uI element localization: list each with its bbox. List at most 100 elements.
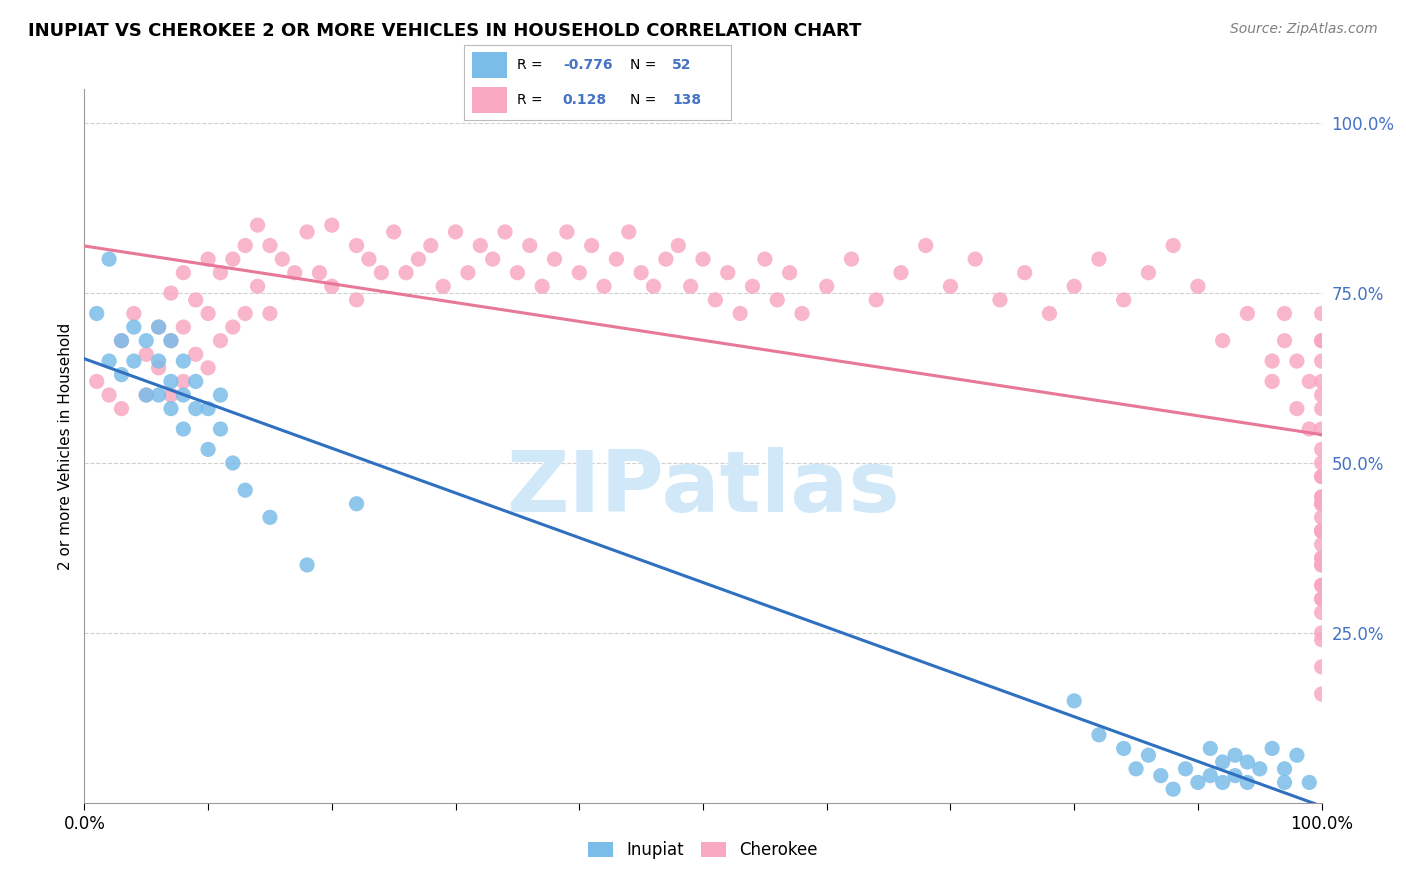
Point (666, 238, 689, 252)
Point (1310, 591, 1333, 606)
Point (184, 375, 207, 389)
Point (172, 354, 194, 368)
Point (1310, 354, 1333, 368)
Point (135, 347, 157, 361)
Point (704, 293, 727, 307)
Text: 0.128: 0.128 (562, 93, 607, 107)
Point (1310, 334, 1333, 348)
Point (1310, 551, 1333, 566)
Point (1285, 401, 1308, 416)
Point (1212, 334, 1234, 348)
Point (1310, 578, 1333, 592)
Point (135, 334, 157, 348)
Point (531, 279, 554, 293)
Point (1063, 279, 1085, 293)
Point (1310, 524, 1333, 538)
Point (1212, 755, 1234, 769)
Point (233, 306, 256, 320)
Point (222, 320, 245, 334)
Point (655, 252, 678, 266)
Point (98, 354, 121, 368)
Point (965, 252, 987, 266)
Point (1261, 741, 1284, 756)
Text: R =: R = (517, 93, 543, 107)
Point (172, 388, 194, 402)
Point (1310, 442, 1333, 457)
Point (506, 266, 529, 280)
Point (1310, 558, 1333, 572)
Point (1161, 238, 1184, 252)
Point (1310, 490, 1333, 504)
Point (1063, 694, 1085, 708)
Point (1298, 775, 1320, 789)
Point (1161, 782, 1184, 797)
Point (184, 347, 207, 361)
Point (197, 360, 219, 375)
Point (233, 238, 256, 252)
Point (172, 422, 194, 436)
Point (1310, 334, 1333, 348)
Point (408, 252, 430, 266)
Point (741, 279, 763, 293)
Point (815, 279, 838, 293)
Point (1285, 354, 1308, 368)
Point (160, 334, 183, 348)
Point (1310, 388, 1333, 402)
Point (1285, 748, 1308, 763)
Point (197, 306, 219, 320)
Point (135, 388, 157, 402)
Point (1249, 762, 1271, 776)
Point (321, 279, 343, 293)
Point (1261, 354, 1284, 368)
Point (1088, 728, 1111, 742)
Point (1310, 660, 1333, 674)
Point (1310, 558, 1333, 572)
Point (519, 238, 541, 252)
Point (308, 266, 330, 280)
Point (1310, 551, 1333, 566)
Point (1274, 334, 1296, 348)
Point (160, 401, 183, 416)
Point (172, 375, 194, 389)
Point (679, 279, 702, 293)
Point (1310, 497, 1333, 511)
Y-axis label: 2 or more Vehicles in Household: 2 or more Vehicles in Household (58, 322, 73, 570)
Point (1236, 755, 1258, 769)
Point (1199, 741, 1222, 756)
Point (865, 293, 887, 307)
Point (197, 401, 219, 416)
Point (1236, 306, 1258, 320)
Point (692, 252, 714, 266)
Point (148, 320, 170, 334)
Point (259, 238, 281, 252)
Point (148, 388, 170, 402)
Point (1298, 375, 1320, 389)
Point (779, 266, 801, 280)
Point (295, 558, 318, 572)
Point (1310, 537, 1333, 551)
Point (988, 293, 1011, 307)
Point (86, 375, 108, 389)
Point (135, 388, 157, 402)
Point (370, 266, 392, 280)
Point (1174, 762, 1197, 776)
Point (1236, 775, 1258, 789)
Point (432, 279, 454, 293)
Point (395, 266, 418, 280)
Point (172, 266, 194, 280)
Point (1310, 524, 1333, 538)
Point (419, 238, 441, 252)
Point (1310, 626, 1333, 640)
Point (222, 456, 245, 470)
Point (766, 293, 789, 307)
Point (98, 252, 121, 266)
Point (1310, 469, 1333, 483)
Point (543, 252, 565, 266)
Point (122, 306, 145, 320)
Point (605, 252, 627, 266)
Text: INUPIAT VS CHEROKEE 2 OR MORE VEHICLES IN HOUSEHOLD CORRELATION CHART: INUPIAT VS CHEROKEE 2 OR MORE VEHICLES I… (28, 22, 862, 40)
Point (346, 497, 368, 511)
Point (1038, 306, 1060, 320)
Point (271, 252, 294, 266)
Point (160, 375, 183, 389)
